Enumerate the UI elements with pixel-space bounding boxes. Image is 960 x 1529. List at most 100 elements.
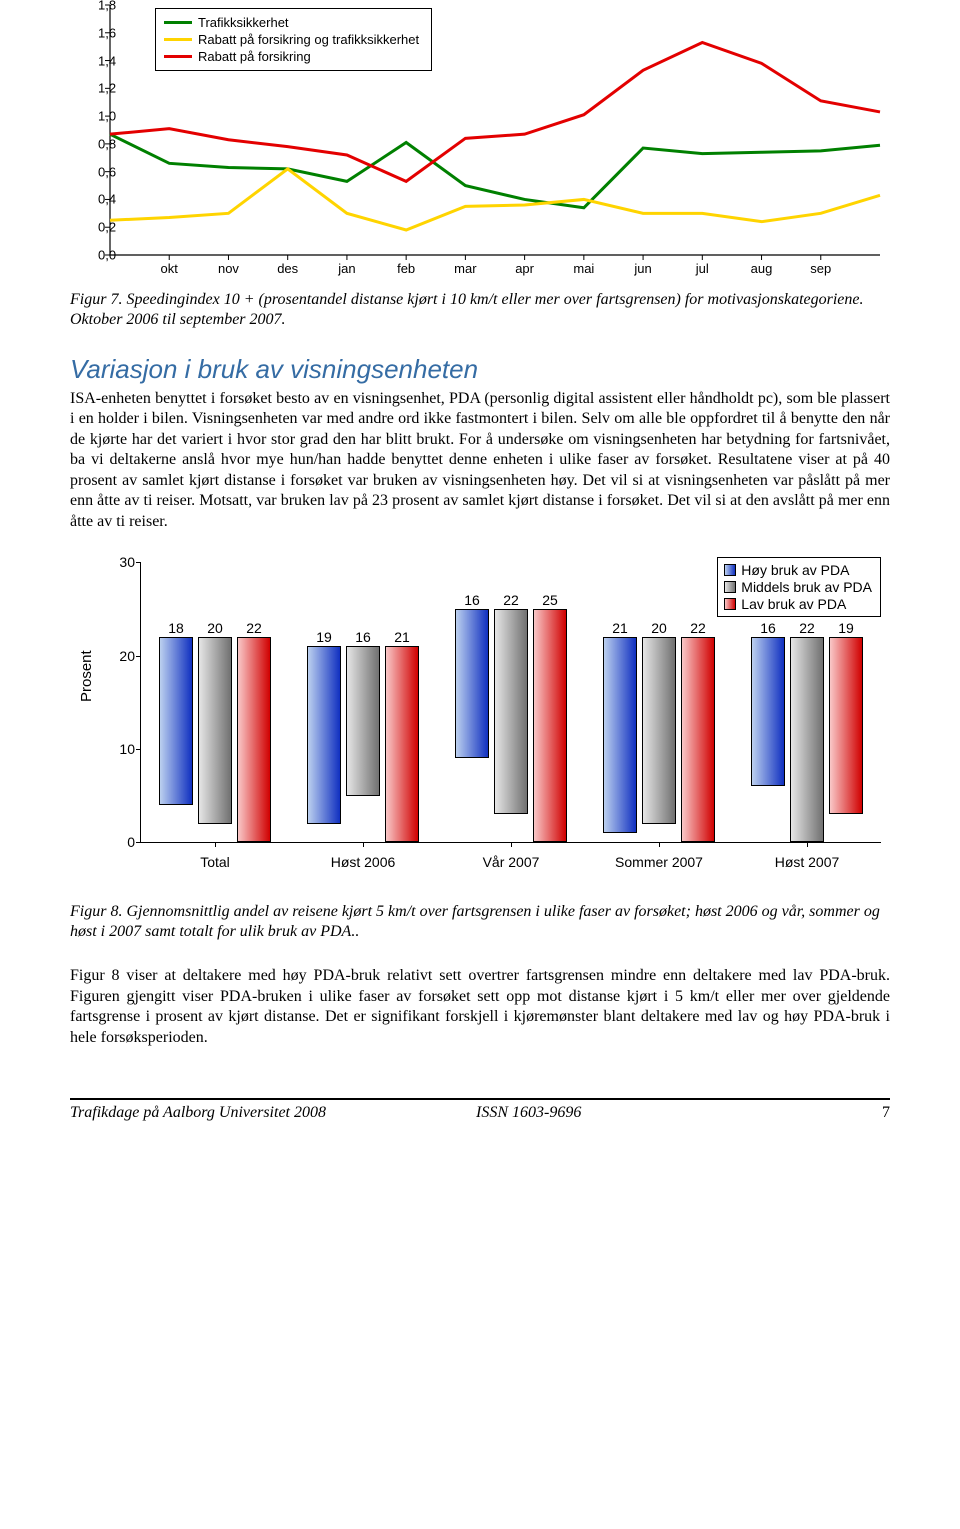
bar-chart-ytick: 20 [119, 648, 141, 664]
figure-7-text: Speedingindex 10 + (prosentandel distans… [70, 291, 864, 328]
bar: 16 [751, 637, 785, 786]
bar-group: 162225 [455, 609, 567, 842]
legend-row: Trafikksikkerhet [164, 15, 419, 30]
bar-chart-ytick: 10 [119, 741, 141, 757]
bar-chart-ytick: 30 [119, 554, 141, 570]
figure-8-prefix: Figur 8. [70, 903, 126, 920]
bar: 21 [603, 637, 637, 833]
bar: 22 [494, 609, 528, 814]
bar: 16 [346, 646, 380, 795]
figure-8-caption: Figur 8. Gjennomsnittlig andel av reisen… [70, 902, 890, 942]
line-chart-xtick: jul [682, 261, 722, 276]
line-chart-xtick: jun [623, 261, 663, 276]
line-chart-xtick: nov [208, 261, 248, 276]
line-series [110, 169, 880, 230]
legend-row: Middels bruk av PDA [724, 579, 872, 595]
legend-swatch [724, 564, 736, 576]
legend-label: Høy bruk av PDA [741, 562, 849, 578]
bar-value-label: 21 [394, 629, 410, 645]
bar: 19 [829, 637, 863, 814]
line-chart-ytick: 0,2 [98, 220, 102, 235]
bar: 25 [533, 609, 567, 842]
bar-group: 182022 [159, 637, 271, 842]
figure-7-caption: Figur 7. Speedingindex 10 + (prosentande… [70, 290, 890, 330]
bar-category-label: Total [149, 854, 281, 870]
bar-category-label: Sommer 2007 [593, 854, 725, 870]
bar: 18 [159, 637, 193, 805]
bar-chart-legend: Høy bruk av PDAMiddels bruk av PDALav br… [717, 557, 881, 617]
line-series [110, 134, 880, 208]
bar-value-label: 20 [651, 620, 667, 636]
bar-group: 162219 [751, 637, 863, 842]
line-chart-xtick: mai [564, 261, 604, 276]
bar-chart: Prosent Høy bruk av PDAMiddels bruk av P… [70, 552, 890, 892]
bar: 22 [681, 637, 715, 842]
legend-label: Trafikksikkerhet [198, 15, 289, 30]
line-chart-xtick: aug [742, 261, 782, 276]
line-chart-ytick: 0,4 [98, 192, 102, 207]
legend-label: Rabatt på forsikring og trafikksikkerhet [198, 32, 419, 47]
legend-row: Rabatt på forsikring [164, 49, 419, 64]
bar-group: 191621 [307, 646, 419, 842]
bar-value-label: 16 [464, 592, 480, 608]
legend-row: Rabatt på forsikring og trafikksikkerhet [164, 32, 419, 47]
bar: 19 [307, 646, 341, 823]
bar-value-label: 16 [355, 629, 371, 645]
bar-value-label: 22 [799, 620, 815, 636]
line-chart-ytick: 1,8 [98, 0, 102, 13]
line-chart-xtick: mar [445, 261, 485, 276]
bar-chart-plot-area: Høy bruk av PDAMiddels bruk av PDALav br… [140, 562, 881, 843]
line-chart-ytick: 1,2 [98, 81, 102, 96]
line-chart-legend: Trafikksikkerhet Rabatt på forsikring og … [155, 8, 432, 71]
paragraph-2: Figur 8 viser at deltakere med høy PDA-b… [70, 966, 890, 1048]
footer-middle: ISSN 1603-9696 [476, 1104, 882, 1122]
bar-value-label: 19 [316, 629, 332, 645]
bar-chart-ylabel: Prosent [78, 651, 95, 703]
bar-category-label: Vår 2007 [445, 854, 577, 870]
legend-label: Rabatt på forsikring [198, 49, 311, 64]
bar-category-label: Høst 2007 [741, 854, 873, 870]
legend-swatch [724, 581, 736, 593]
legend-label: Middels bruk av PDA [741, 579, 872, 595]
legend-row: Høy bruk av PDA [724, 562, 872, 578]
figure-8-text: Gjennomsnittlig andel av reisene kjørt 5… [70, 903, 880, 940]
line-chart-xtick: okt [149, 261, 189, 276]
line-chart-xtick: feb [386, 261, 426, 276]
line-chart-ytick: 0,0 [98, 248, 102, 263]
figure-7-prefix: Figur 7. [70, 291, 126, 308]
legend-row: Lav bruk av PDA [724, 596, 872, 612]
bar-value-label: 22 [503, 592, 519, 608]
line-chart-ytick: 0,6 [98, 164, 102, 179]
line-chart-xtick: des [268, 261, 308, 276]
line-chart-ytick: 1,4 [98, 53, 102, 68]
line-chart-xtick: sep [801, 261, 841, 276]
legend-line-swatch [164, 38, 192, 41]
bar-value-label: 19 [838, 620, 854, 636]
line-chart-ytick: 1,6 [98, 25, 102, 40]
section-heading: Variasjon i bruk av visningsenheten [70, 354, 890, 385]
line-chart: Trafikksikkerhet Rabatt på forsikring og … [70, 0, 890, 280]
legend-line-swatch [164, 21, 192, 24]
bar-value-label: 18 [168, 620, 184, 636]
line-chart-xtick: apr [505, 261, 545, 276]
footer-page-number: 7 [882, 1104, 890, 1122]
bar-value-label: 22 [246, 620, 262, 636]
bar-value-label: 21 [612, 620, 628, 636]
line-chart-ytick: 1,0 [98, 109, 102, 124]
bar-category-label: Høst 2006 [297, 854, 429, 870]
footer-left: Trafikdage på Aalborg Universitet 2008 [70, 1104, 476, 1122]
legend-line-swatch [164, 55, 192, 58]
bar: 20 [642, 637, 676, 824]
line-chart-xtick: jan [327, 261, 367, 276]
bar-value-label: 25 [542, 592, 558, 608]
bar: 22 [790, 637, 824, 842]
line-chart-ytick: 0,8 [98, 136, 102, 151]
page-footer: Trafikdage på Aalborg Universitet 2008 I… [70, 1098, 890, 1122]
bar: 21 [385, 646, 419, 842]
bar: 16 [455, 609, 489, 758]
page-root: Trafikksikkerhet Rabatt på forsikring og … [0, 0, 960, 1152]
legend-label: Lav bruk av PDA [741, 596, 846, 612]
bar-value-label: 20 [207, 620, 223, 636]
bar-chart-ytick: 0 [127, 834, 141, 850]
bar-value-label: 22 [690, 620, 706, 636]
